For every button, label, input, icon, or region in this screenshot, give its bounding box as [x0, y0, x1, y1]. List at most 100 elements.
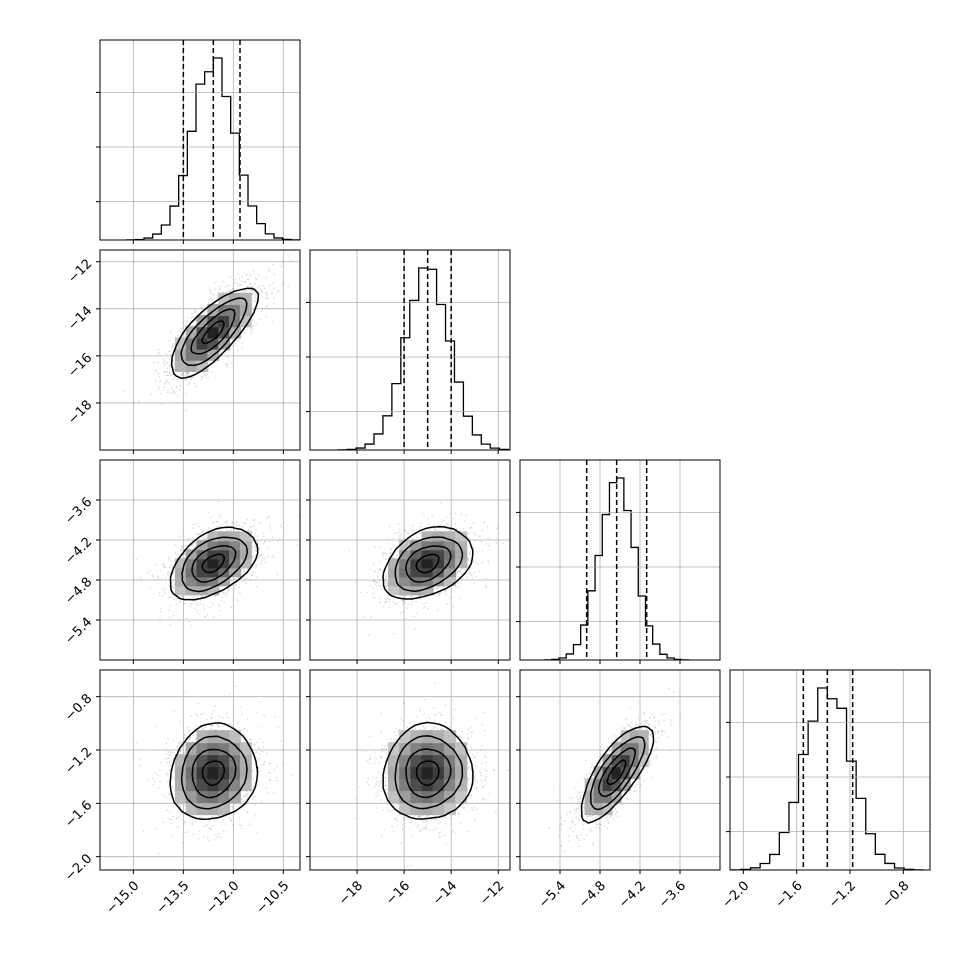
scatter-point: [412, 537, 414, 540]
scatter-point: [186, 316, 189, 319]
scatter-point: [386, 584, 389, 587]
scatter-point: [190, 317, 193, 319]
scatter-point: [206, 537, 208, 540]
scatter-point: [233, 282, 236, 284]
scatter-point: [163, 565, 165, 568]
scatter-point: [251, 292, 254, 295]
scatter-point: [253, 743, 256, 746]
contour-line: [405, 545, 453, 583]
density-cell: [174, 359, 187, 372]
scatter-point: [467, 557, 470, 560]
scatter-point: [243, 733, 245, 736]
scatter-point: [413, 529, 415, 532]
scatter-point: [450, 526, 452, 528]
plot-area: [100, 40, 300, 240]
scatter-point: [407, 532, 409, 535]
scatter-point: [398, 528, 401, 530]
scatter-point: [383, 602, 386, 604]
scatter-point: [189, 537, 191, 539]
scatter-point: [171, 373, 173, 375]
scatter-point: [392, 554, 395, 557]
scatter-point: [207, 511, 210, 513]
scatter-point: [468, 532, 470, 535]
scatter-point: [488, 545, 490, 547]
scatter-point: [175, 603, 178, 605]
scatter-point: [148, 570, 151, 572]
scatter-point: [172, 614, 175, 617]
scatter-point: [203, 608, 205, 611]
scatter-point: [376, 581, 379, 584]
scatter-point: [266, 291, 268, 294]
plot-area: [100, 670, 300, 870]
scatter-point: [440, 592, 443, 595]
scatter-point: [209, 292, 212, 294]
scatter-point: [438, 594, 441, 596]
contour-line: [180, 297, 248, 367]
density-cell: [455, 549, 468, 560]
density-cell: [410, 567, 423, 578]
scatter-point: [186, 383, 189, 386]
scatter-point: [212, 604, 214, 607]
scatter-point: [373, 570, 375, 573]
scatter-point: [191, 596, 194, 599]
scatter-point: [252, 539, 254, 542]
scatter-point: [388, 601, 391, 603]
scatter-point: [267, 516, 270, 519]
scatter-point: [243, 568, 245, 571]
axes-frame: [99, 459, 301, 661]
density-cell: [207, 326, 220, 339]
contour-line: [201, 320, 225, 345]
scatter-point: [255, 576, 258, 579]
scatter-point: [421, 512, 424, 514]
scatter-point: [433, 524, 436, 526]
scatter-point: [206, 373, 209, 375]
scatter-point: [416, 612, 419, 614]
scatter-point: [159, 610, 162, 613]
scatter-point: [132, 756, 134, 758]
scatter-point: [273, 273, 276, 275]
scatter-point: [202, 604, 205, 606]
scatter-point: [178, 742, 181, 745]
scatter-point: [241, 346, 243, 349]
scatter-point: [186, 372, 188, 374]
scatter-point: [156, 385, 159, 388]
scatter-point: [384, 580, 386, 582]
scatter-point: [282, 522, 285, 524]
scatter-point: [247, 278, 250, 281]
scatter-point: [273, 287, 275, 290]
scatter-point: [193, 595, 196, 597]
scatter-point: [487, 560, 490, 562]
scatter-point: [177, 334, 179, 337]
scatter-point: [185, 371, 188, 374]
scatter-point: [137, 400, 140, 403]
scatter-point: [263, 540, 266, 543]
scatter-point: [232, 287, 234, 290]
scatter-point: [389, 552, 392, 555]
contour-line: [170, 287, 260, 380]
scatter-point: [157, 361, 160, 364]
scatter-point: [139, 577, 142, 579]
scatter-point: [238, 524, 240, 527]
scatter-point: [272, 554, 275, 557]
scatter-point: [246, 285, 249, 288]
scatter-point: [265, 277, 268, 279]
scatter-point: [183, 548, 185, 551]
scatter-point: [452, 517, 455, 520]
scatter-point: [412, 524, 414, 527]
scatter-point: [234, 578, 236, 580]
scatter-point: [406, 607, 408, 610]
scatter-point: [245, 582, 247, 584]
scatter-point: [185, 409, 188, 412]
scatter-point: [273, 556, 275, 558]
scatter-point: [252, 556, 255, 558]
scatter-point: [231, 522, 234, 524]
scatter-point: [187, 831, 189, 833]
scatter-point: [273, 297, 276, 299]
scatter-point: [392, 633, 395, 635]
density-cell: [218, 292, 231, 305]
scatter-point: [172, 360, 175, 362]
scatter-point: [263, 557, 266, 560]
scatter-point: [166, 362, 168, 365]
scatter-point: [171, 344, 174, 347]
